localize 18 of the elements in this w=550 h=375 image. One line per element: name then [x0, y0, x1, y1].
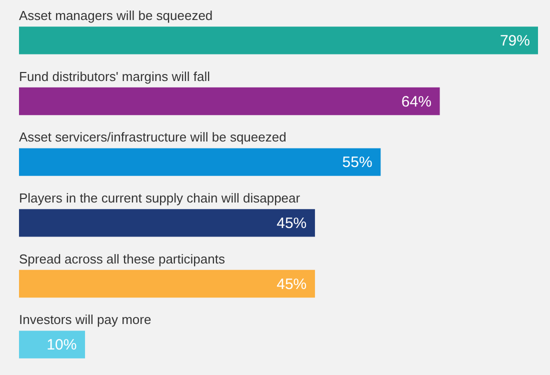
- bar: [19, 270, 315, 298]
- bar: [19, 26, 538, 54]
- y-tick-label: Investors will pay more: [19, 312, 152, 328]
- bar: [19, 330, 86, 358]
- y-tick-label: Spread across all these participants: [19, 251, 226, 266]
- bar: [19, 87, 440, 116]
- y-tick-label: Asset managers will be squeezed: [19, 8, 213, 23]
- data-label: 45%: [276, 215, 307, 232]
- y-tick-label: Fund distributors' margins will fall: [19, 68, 210, 84]
- data-label: 79%: [500, 32, 530, 50]
- data-label: 64%: [401, 93, 432, 110]
- y-tick-label: Asset servicers/infrastructure will be squeezed: [19, 130, 286, 145]
- data-label: 55%: [342, 154, 372, 172]
- y-tick-label: Players in the current supply chain will disappear: [19, 190, 301, 206]
- bar: [19, 148, 381, 176]
- bar: [19, 209, 315, 237]
- data-label: 10%: [46, 336, 77, 354]
- data-label: 45%: [276, 276, 307, 293]
